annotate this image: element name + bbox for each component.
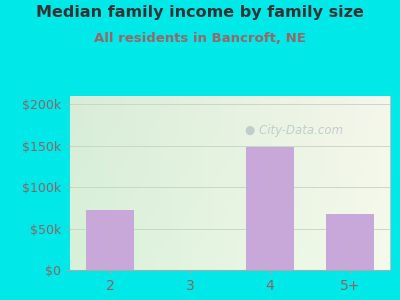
- Text: ● City-Data.com: ● City-Data.com: [245, 124, 343, 137]
- Bar: [326, 214, 374, 270]
- Bar: [86, 210, 134, 270]
- Bar: [246, 147, 294, 270]
- Text: Median family income by family size: Median family income by family size: [36, 4, 364, 20]
- Text: All residents in Bancroft, NE: All residents in Bancroft, NE: [94, 32, 306, 44]
